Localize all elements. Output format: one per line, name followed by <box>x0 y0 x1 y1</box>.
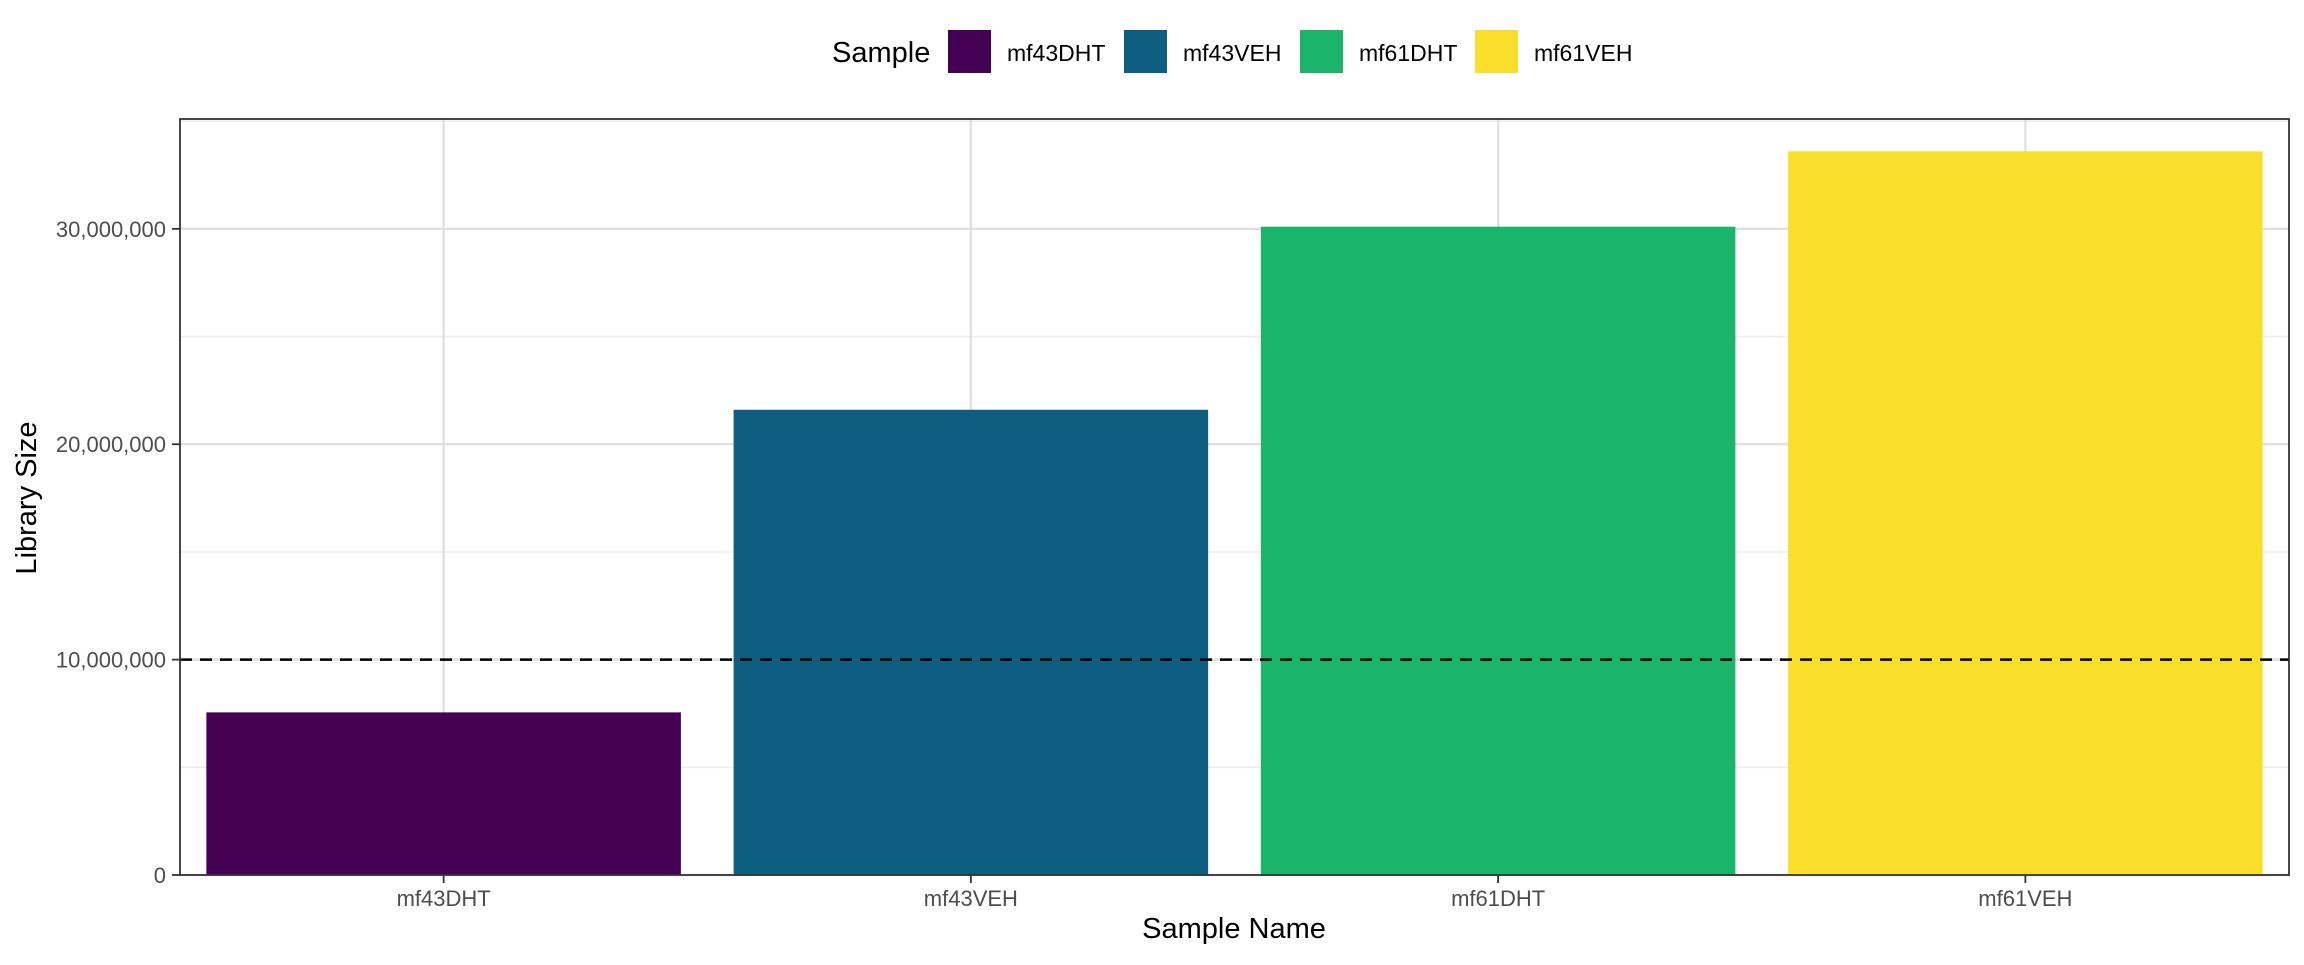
legend-key-mf43VEH <box>1124 30 1167 73</box>
y-tick-label: 30,000,000 <box>56 217 166 242</box>
legend-label-mf43DHT: mf43DHT <box>1007 40 1105 66</box>
legend-key-mf43DHT <box>948 30 991 73</box>
y-axis: 0 10,000,000 20,000,000 30,000,000 <box>56 217 180 888</box>
y-axis-title: Library Size <box>11 421 43 574</box>
bar-mf61VEH <box>1788 151 2263 876</box>
plot-panel <box>179 118 2290 877</box>
legend-key-mf61VEH <box>1475 30 1518 73</box>
x-axis-title: Sample Name <box>1142 913 1326 945</box>
x-tick-label: mf61DHT <box>1451 886 1545 911</box>
x-tick-label: mf61VEH <box>1978 886 2072 911</box>
legend-title: Sample <box>832 37 930 69</box>
y-tick-label: 20,000,000 <box>56 432 166 457</box>
legend-label-mf61DHT: mf61DHT <box>1359 40 1457 66</box>
y-tick-label: 10,000,000 <box>56 648 166 673</box>
legend: Sample mf43DHT mf43VEH mf61DHT mf61VEH <box>832 30 1632 73</box>
x-tick-label: mf43VEH <box>924 886 1018 911</box>
bar-mf61DHT <box>1260 226 1736 875</box>
bar-mf43DHT <box>206 712 681 875</box>
y-tick-label: 0 <box>154 863 166 888</box>
x-tick-label: mf43DHT <box>397 886 491 911</box>
panel-border <box>179 118 2290 876</box>
x-axis: mf43DHT mf43VEH mf61DHT mf61VEH <box>397 875 2072 911</box>
bar-mf43VEH <box>733 409 1209 875</box>
legend-key-mf61DHT <box>1300 30 1343 73</box>
legend-label-mf43VEH: mf43VEH <box>1183 40 1281 66</box>
legend-label-mf61VEH: mf61VEH <box>1534 40 1632 66</box>
